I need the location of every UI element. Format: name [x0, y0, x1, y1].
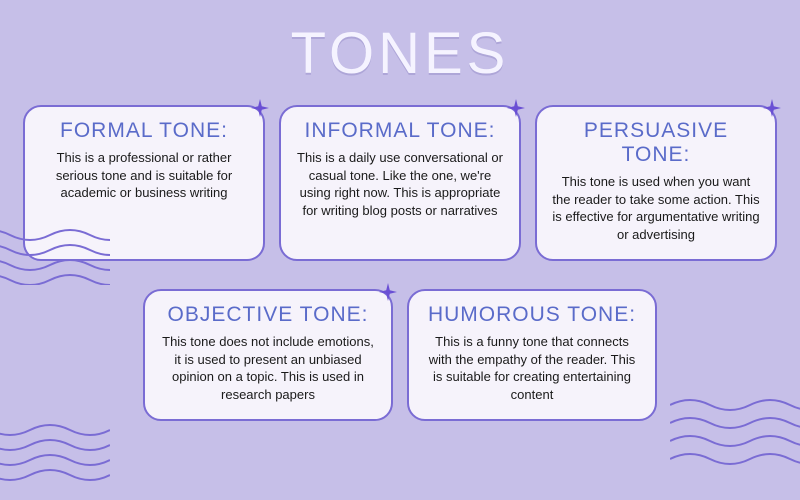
card-body: This tone is used when you want the read… [551, 173, 761, 243]
card-title: FORMAL TONE: [39, 119, 249, 143]
card-objective: OBJECTIVE TONE: This tone does not inclu… [143, 289, 393, 421]
card-humorous: HUMOROUS TONE: This is a funny tone that… [407, 289, 657, 421]
card-title: INFORMAL TONE: [295, 119, 505, 143]
card-informal: INFORMAL TONE: This is a daily use conve… [279, 105, 521, 261]
wave-decoration-icon [0, 420, 110, 490]
card-persuasive: PERSUASIVE TONE: This tone is used when … [535, 105, 777, 261]
card-title: OBJECTIVE TONE: [159, 303, 377, 327]
sparkle-icon [251, 99, 269, 117]
card-formal: FORMAL TONE: This is a professional or r… [23, 105, 265, 261]
sparkle-icon [379, 283, 397, 301]
card-body: This is a funny tone that connects with … [423, 333, 641, 403]
card-body: This is a professional or rather serious… [39, 149, 249, 202]
card-body: This tone does not include emotions, it … [159, 333, 377, 403]
card-title: PERSUASIVE TONE: [551, 119, 761, 167]
sparkle-icon [507, 99, 525, 117]
card-title: HUMOROUS TONE: [423, 303, 641, 327]
row-2: OBJECTIVE TONE: This tone does not inclu… [0, 289, 800, 421]
page-title: TONES [0, 0, 800, 87]
row-1: FORMAL TONE: This is a professional or r… [0, 105, 800, 261]
sparkle-icon [763, 99, 781, 117]
card-body: This is a daily use conversational or ca… [295, 149, 505, 219]
